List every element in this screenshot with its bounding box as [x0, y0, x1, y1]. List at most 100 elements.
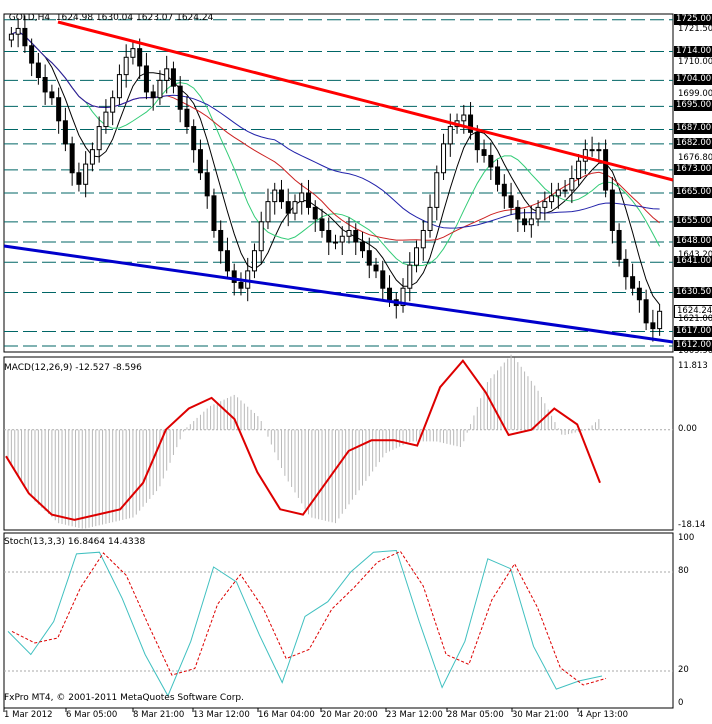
candle-body: [224, 250, 230, 272]
candle-body: [461, 114, 467, 122]
candle-body: [616, 229, 622, 260]
candle-body: [83, 163, 89, 185]
candle-body: [596, 149, 602, 152]
candle-body: [15, 27, 21, 35]
candle-body: [35, 62, 41, 79]
candle-body: [603, 149, 609, 191]
candle-body: [569, 178, 575, 191]
stoch-axis-label: 0: [678, 698, 684, 708]
time-axis-label: 28 Mar 05:00: [447, 710, 504, 720]
candle-body: [150, 91, 156, 99]
level-tag: 1673.00: [674, 163, 712, 175]
candle-body: [265, 201, 271, 223]
candle-body: [636, 287, 642, 301]
candle-body: [29, 45, 35, 64]
level-tag: 1655.00: [674, 215, 712, 227]
stoch-axis-label: 100: [678, 533, 695, 543]
candle-body: [319, 218, 325, 231]
candle-body: [258, 221, 264, 252]
level-tag: 1687.00: [674, 123, 712, 135]
candle-body: [380, 270, 386, 289]
candle-body: [481, 149, 487, 156]
time-axis-label: 13 Mar 12:00: [193, 710, 250, 720]
candle-body: [447, 126, 453, 145]
candle-body: [400, 287, 406, 307]
candle-body: [8, 33, 14, 41]
level-tag: 1714.00: [674, 45, 712, 57]
candle-body: [292, 201, 298, 214]
level-tag: 1648.00: [674, 236, 712, 248]
copyright-text: FxPro MT4, © 2001-2011 MetaQuotes Softwa…: [4, 693, 244, 703]
candle-body: [609, 189, 615, 231]
candle-body: [623, 258, 629, 278]
price-axis-label: 1721.50: [678, 23, 712, 34]
candle-body: [549, 195, 555, 203]
candle-body: [468, 114, 474, 133]
candle-body: [495, 166, 501, 185]
stoch-signal-line: [11, 550, 607, 686]
candle-body: [191, 126, 197, 151]
candle-body: [373, 264, 379, 272]
candle-body: [474, 131, 480, 151]
price-axis-label: 1643.20: [678, 249, 712, 260]
candle-body: [643, 299, 649, 324]
candle-body: [535, 206, 541, 220]
stoch-header: Stoch(13,3,3) 16.8464 14.4338: [4, 537, 146, 547]
candle-body: [650, 322, 656, 330]
macd-signal-line: [5, 359, 601, 521]
price-axis-label: 1609.90: [678, 346, 712, 356]
candle-body: [515, 206, 521, 220]
level-tag: 1665.00: [674, 186, 712, 198]
candle-body: [272, 189, 278, 203]
candle-body: [353, 229, 359, 243]
candle-body: [414, 247, 420, 266]
resistance-trendline: [57, 20, 674, 182]
stoch-axis-label: 20: [678, 665, 689, 675]
candle-body: [360, 241, 366, 252]
price-axis-label: 1710.00: [678, 57, 712, 68]
candle-body: [103, 111, 109, 128]
price-axis-label: 1624.24: [674, 304, 712, 318]
level-tag: 1695.00: [674, 100, 712, 112]
candle-body: [49, 91, 55, 99]
candle-body: [305, 192, 311, 208]
candle-body: [522, 218, 528, 226]
candle-body: [333, 241, 338, 244]
candle-body: [238, 281, 244, 289]
candle-body: [184, 108, 190, 128]
candle-body: [211, 195, 217, 231]
candle-body: [427, 206, 433, 231]
candle-body: [501, 183, 507, 197]
candle-body: [434, 172, 440, 208]
time-axis-label: 23 Mar 12:00: [386, 710, 443, 720]
candle-body: [278, 189, 284, 203]
candle-body: [116, 74, 122, 99]
main-header: GOLD,H4 1624.98 1630.04 1623.07 1624.24: [8, 13, 214, 23]
main-panel: [3, 13, 674, 353]
candle-body: [96, 126, 102, 151]
candle-body: [76, 172, 82, 185]
candle-body: [56, 97, 62, 122]
candle-body: [130, 48, 136, 58]
level-tag: 1641.00: [674, 256, 712, 268]
price-axis-label: 1621.00: [678, 313, 712, 324]
price-axis-label: 1676.80: [678, 152, 712, 163]
candle-body: [137, 48, 143, 67]
candle-body: [441, 143, 447, 174]
candle-body: [170, 68, 176, 87]
candle-body: [582, 149, 588, 162]
candle-body: [576, 160, 582, 180]
candle-body: [123, 56, 129, 76]
candle-body: [143, 65, 149, 93]
candle-body: [42, 77, 48, 93]
candle-body: [407, 264, 413, 289]
candle-body: [285, 201, 291, 214]
stoch-panel: [3, 532, 674, 709]
support-trendline: [3, 244, 674, 344]
level-tag: 1725.00: [674, 13, 712, 25]
time-axis-label: 8 Mar 21:00: [133, 710, 185, 720]
candle-body: [164, 68, 170, 81]
candle-body: [89, 149, 95, 165]
candle-body: [157, 79, 163, 99]
